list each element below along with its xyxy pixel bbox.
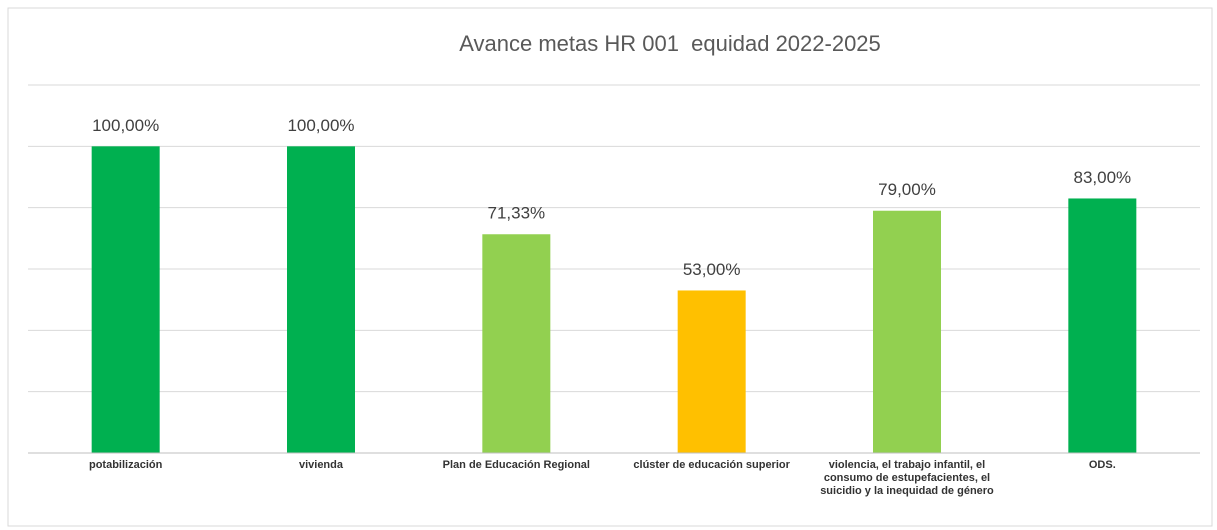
data-label: 53,00% (683, 260, 741, 279)
data-label: 71,33% (487, 204, 545, 223)
data-label: 83,00% (1073, 168, 1131, 187)
data-label: 100,00% (92, 116, 159, 135)
bar (873, 210, 941, 453)
x-tick-label: clúster de educación superior (633, 459, 790, 471)
x-tick-label: violencia, el trabajo infantil, el consu… (820, 459, 994, 497)
x-tick-label: potabilización (88, 459, 163, 471)
bar (1068, 198, 1137, 453)
chart-border (7, 7, 1213, 527)
bar (91, 146, 160, 454)
bar (482, 234, 551, 453)
bar (677, 290, 746, 453)
x-tick-label: vivienda (298, 459, 343, 471)
x-tick-label: Plan de Educación Regional (442, 459, 590, 471)
data-label: 100,00% (287, 116, 354, 135)
x-tick-label: ODS. (1088, 459, 1116, 471)
chart-title: Avance metas HR 001 equidad 2022-2025 (459, 31, 881, 56)
data-label: 79,00% (878, 180, 936, 199)
bar (287, 146, 355, 454)
